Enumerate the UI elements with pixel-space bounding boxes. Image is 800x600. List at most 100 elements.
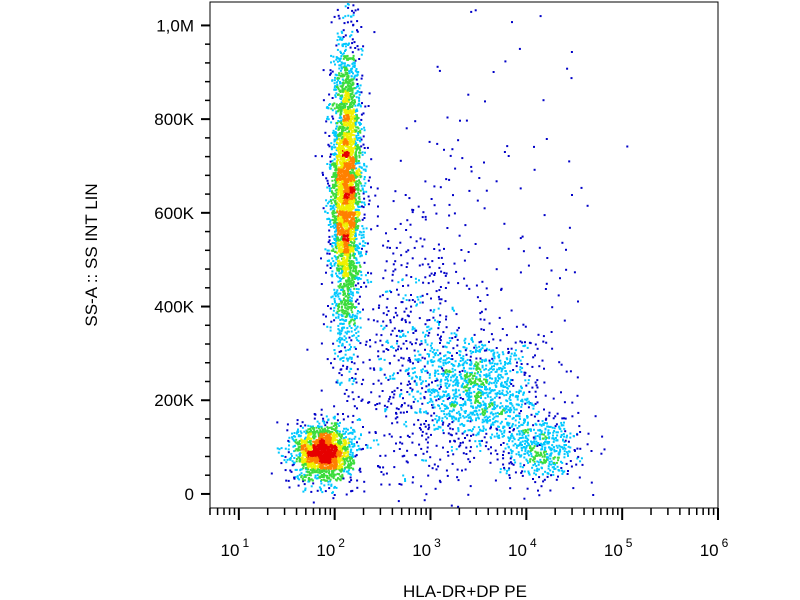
event-dot: [353, 240, 356, 243]
event-dot: [310, 454, 313, 456]
event-dot: [338, 297, 341, 300]
event-dot: [336, 310, 339, 313]
event-dot: [309, 460, 312, 463]
event-dot: [345, 188, 348, 191]
event-dot: [316, 456, 319, 459]
event-dot: [344, 155, 347, 158]
event-dot: [330, 54, 333, 57]
event-dot: [340, 309, 343, 312]
event-dot: [278, 448, 281, 451]
event-dot: [344, 104, 347, 107]
event-dot: [348, 158, 350, 161]
event-dot: [359, 131, 362, 134]
event-dot: [337, 217, 339, 220]
event-dot: [358, 295, 361, 298]
event-dot: [315, 426, 318, 429]
event-dot: [342, 290, 345, 293]
event-dot: [350, 205, 353, 208]
event-dot: [346, 84, 349, 87]
event-dot: [307, 428, 310, 431]
event-dot: [298, 473, 301, 476]
event-dot: [348, 267, 351, 269]
event-dot: [334, 171, 337, 174]
event-dot: [351, 122, 354, 125]
event-dot: [298, 449, 301, 452]
event-dot: [312, 459, 315, 462]
event-dot: [329, 329, 332, 332]
event-dot: [361, 247, 363, 250]
event-dot: [321, 465, 324, 468]
event-dot: [339, 134, 342, 137]
event-dot: [306, 464, 309, 467]
event-dot: [336, 274, 338, 277]
event-dot: [343, 240, 345, 243]
event-dot: [345, 442, 348, 445]
event-dot: [333, 165, 336, 168]
event-dot: [322, 448, 325, 451]
event-dot: [336, 379, 339, 382]
event-dot: [350, 88, 353, 91]
event-dot: [336, 244, 339, 247]
event-dot: [330, 121, 333, 124]
event-dot: [340, 253, 343, 256]
event-dot: [340, 197, 343, 200]
event-dot: [344, 50, 346, 52]
event-dot: [357, 302, 360, 305]
event-dot: [296, 419, 299, 422]
event-dot: [342, 458, 345, 461]
event-dot: [329, 167, 332, 170]
event-dot: [347, 263, 350, 266]
event-dot: [349, 251, 352, 254]
event-dot: [350, 456, 353, 459]
event-dot: [341, 245, 344, 248]
event-dot: [350, 75, 353, 78]
event-dot: [332, 60, 335, 63]
event-dot: [314, 476, 317, 479]
event-dot: [341, 151, 344, 154]
event-dot: [285, 479, 288, 482]
event-dot: [351, 303, 354, 306]
event-dot: [333, 212, 336, 215]
event-dot: [320, 427, 323, 430]
event-dot: [336, 419, 339, 422]
event-dot: [332, 206, 335, 209]
event-dot: [347, 299, 349, 302]
event-dot: [348, 286, 350, 289]
event-dot: [357, 335, 360, 337]
event-dot: [350, 307, 353, 309]
event-dot: [345, 81, 347, 84]
event-dot: [337, 181, 340, 184]
event-dot: [337, 166, 340, 169]
event-dot: [345, 205, 348, 208]
event-dot: [364, 151, 366, 154]
event-dot: [363, 213, 366, 216]
event-dot: [351, 318, 354, 321]
event-dot: [342, 318, 345, 321]
event-dot: [287, 448, 290, 451]
event-dot: [329, 454, 332, 457]
event-dot: [356, 139, 359, 141]
event-dot: [299, 430, 302, 433]
event-dot: [339, 382, 342, 385]
event-dot: [331, 213, 334, 216]
event-dot: [358, 198, 361, 201]
event-dot: [346, 94, 349, 97]
event-dot: [344, 45, 347, 48]
event-dot: [345, 459, 348, 462]
event-dot: [289, 457, 292, 459]
event-dot: [343, 74, 346, 77]
event-dot: [345, 170, 347, 173]
event-dot: [345, 92, 348, 95]
event-dot: [300, 443, 303, 446]
event-dot: [357, 444, 360, 447]
event-dot: [351, 304, 354, 307]
event-dot: [343, 184, 345, 187]
event-dot: [345, 493, 348, 496]
event-dot: [352, 116, 355, 119]
event-dot: [332, 162, 335, 165]
event-dot: [295, 448, 298, 451]
event-dot: [360, 286, 363, 288]
event-dot: [351, 454, 354, 457]
event-dot: [342, 119, 345, 122]
event-dot: [355, 381, 358, 384]
